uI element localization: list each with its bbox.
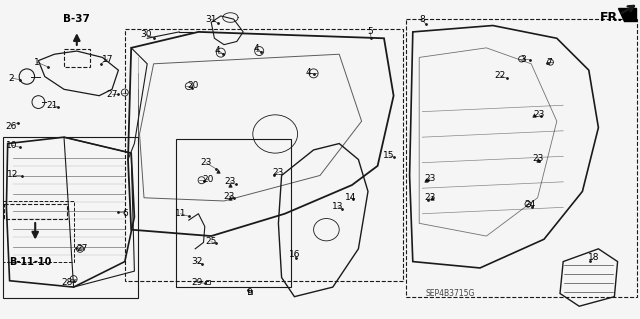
Text: SEP4B3715G: SEP4B3715G: [426, 289, 475, 298]
Text: 28: 28: [61, 278, 73, 287]
Text: 20: 20: [202, 175, 214, 184]
Text: 4: 4: [253, 44, 259, 53]
Text: 6: 6: [122, 209, 127, 218]
Text: 23: 23: [533, 110, 545, 119]
Text: 23: 23: [273, 168, 284, 177]
Text: 31: 31: [205, 15, 217, 24]
Text: 23: 23: [424, 193, 436, 202]
Text: 23: 23: [532, 154, 543, 163]
Text: 22: 22: [495, 71, 506, 80]
Text: 5: 5: [367, 27, 372, 36]
Bar: [3, 201, 74, 262]
Text: 1: 1: [35, 58, 40, 67]
Text: B-11-10: B-11-10: [10, 256, 52, 267]
Text: 17: 17: [102, 55, 113, 63]
Text: 23: 23: [424, 174, 436, 182]
Text: 29: 29: [191, 278, 203, 287]
Text: 26: 26: [6, 122, 17, 130]
Text: 12: 12: [7, 170, 19, 179]
Text: 7: 7: [547, 58, 552, 67]
Bar: [406, 19, 637, 297]
Text: FR.: FR.: [600, 11, 623, 24]
Text: 23: 23: [200, 158, 212, 167]
Bar: [176, 139, 291, 287]
Text: 18: 18: [588, 253, 600, 262]
Bar: [3, 137, 138, 298]
Text: 23: 23: [223, 192, 235, 201]
Text: 4: 4: [215, 46, 220, 55]
Text: 16: 16: [289, 250, 300, 259]
Text: 13: 13: [332, 202, 344, 211]
Text: 23: 23: [225, 177, 236, 186]
Bar: [125, 29, 403, 281]
Text: 20: 20: [188, 81, 199, 90]
Text: 3: 3: [521, 55, 526, 63]
Text: 11: 11: [175, 209, 186, 218]
Polygon shape: [618, 8, 636, 21]
Text: 2: 2: [9, 74, 14, 83]
Text: B-37: B-37: [63, 14, 90, 24]
Text: 4: 4: [306, 68, 311, 77]
Text: 10: 10: [6, 141, 17, 150]
Text: 21: 21: [47, 101, 58, 110]
Text: 27: 27: [106, 90, 118, 99]
Text: 30: 30: [140, 30, 152, 39]
Text: 24: 24: [524, 200, 536, 209]
Text: 32: 32: [191, 257, 203, 266]
Text: 8: 8: [420, 15, 425, 24]
Text: 14: 14: [345, 193, 356, 202]
Text: 27: 27: [76, 244, 88, 253]
Text: 15: 15: [383, 151, 395, 160]
Text: 9: 9: [247, 288, 252, 297]
Text: 25: 25: [205, 237, 217, 246]
